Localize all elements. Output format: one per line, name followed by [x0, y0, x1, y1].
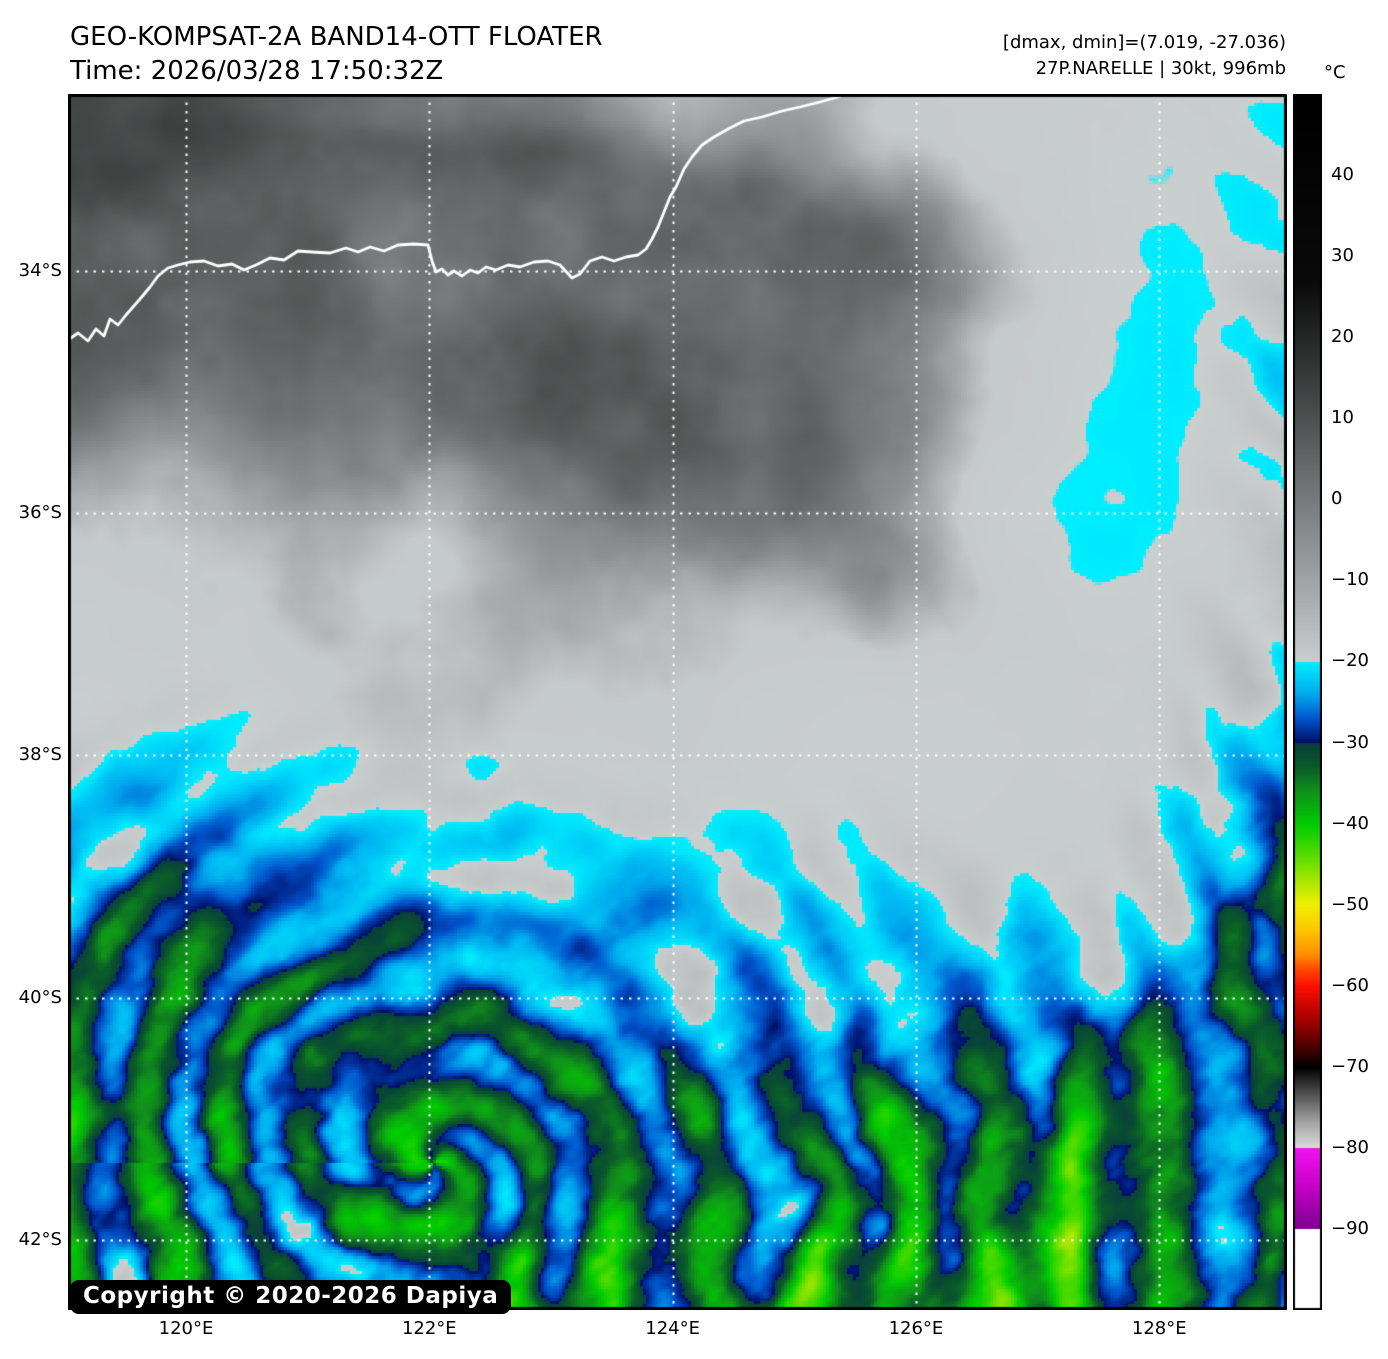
colorbar-tick-label: −30	[1331, 731, 1369, 753]
colorbar-tick-label: −10	[1331, 569, 1369, 591]
lat-tick-label: 36°S	[18, 502, 62, 524]
annotation-block: [dmax, dmin]=(7.019, -27.036) 27P.NARELL…	[1003, 30, 1286, 82]
figure-timestamp: Time: 2026/03/28 17:50:32Z	[70, 56, 444, 86]
lon-tick-label: 122°E	[401, 1318, 457, 1339]
colorbar-tick-label: 30	[1331, 245, 1354, 267]
colorbar-tick-label: −50	[1331, 893, 1369, 915]
colorbar-tick-label: −40	[1331, 812, 1369, 834]
lon-tick-label: 120°E	[158, 1318, 214, 1339]
colorbar-tick-label: 40	[1331, 164, 1354, 186]
lon-tick-label: 128°E	[1131, 1318, 1187, 1339]
lat-tick-label: 34°S	[18, 259, 62, 281]
colorbar-unit-label: °C	[1324, 62, 1346, 83]
colorbar-tick-label: −20	[1331, 650, 1369, 672]
colorbar-tick-label: 0	[1331, 488, 1343, 510]
lon-tick-label: 124°E	[645, 1318, 700, 1339]
title-block: GEO-KOMPSAT-2A BAND14-OTT FLOATER Time: …	[70, 20, 603, 88]
colorbar-tick-label: −90	[1331, 1217, 1369, 1239]
colorbar-tick-label: 20	[1331, 326, 1354, 348]
colorbar-tick-label: −80	[1331, 1136, 1369, 1158]
figure-title: GEO-KOMPSAT-2A BAND14-OTT FLOATER	[70, 22, 603, 52]
colorbar-canvas	[1293, 94, 1322, 1310]
annotation-storm-info: 27P.NARELLE | 30kt, 996mb	[1035, 58, 1286, 79]
lat-tick-label: 42°S	[18, 1228, 62, 1250]
copyright-badge: Copyright © 2020-2026 Dapiya	[70, 1280, 512, 1314]
satellite-map-canvas	[68, 94, 1287, 1310]
lat-tick-label: 40°S	[18, 986, 62, 1008]
lon-tick-label: 126°E	[888, 1318, 944, 1339]
colorbar-tick-label: −60	[1331, 974, 1369, 996]
colorbar-tick-label: −70	[1331, 1055, 1369, 1077]
colorbar-tick-label: 10	[1331, 407, 1354, 429]
annotation-dmax-dmin: [dmax, dmin]=(7.019, -27.036)	[1002, 32, 1286, 53]
lat-tick-label: 38°S	[18, 744, 62, 766]
